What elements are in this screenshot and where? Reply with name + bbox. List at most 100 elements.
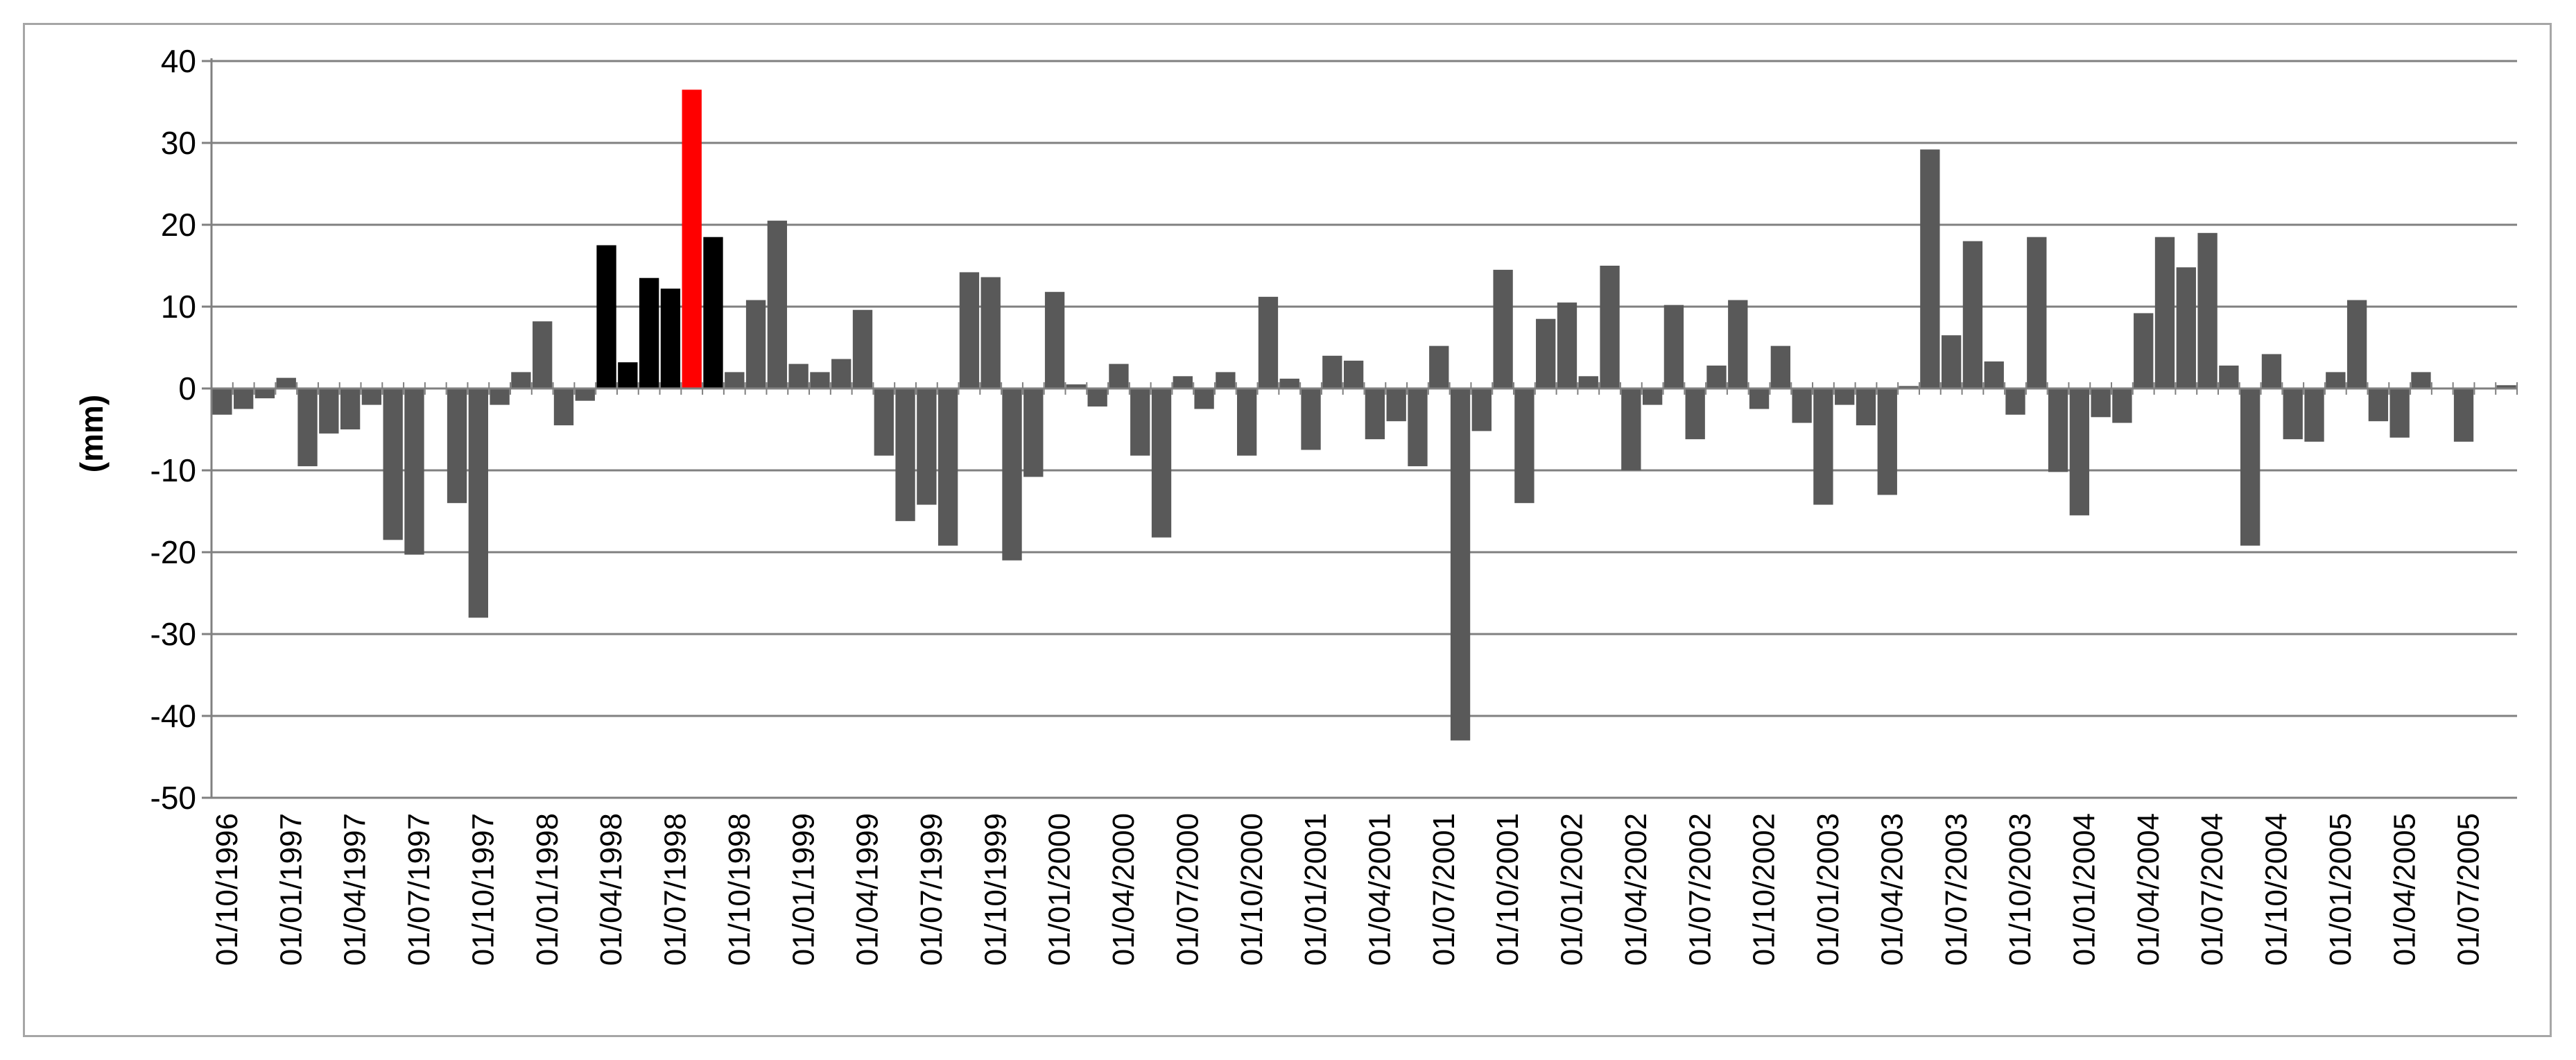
bar (361, 388, 382, 405)
bar (2453, 388, 2474, 442)
bar (1920, 149, 1940, 388)
bar (1728, 300, 1748, 388)
x-tick-label: 01/01/2002 (1555, 813, 1589, 966)
x-tick-label: 01/04/1997 (338, 813, 372, 966)
x-tick-label: 01/04/2005 (2387, 813, 2421, 966)
bar (1877, 388, 1897, 495)
bar (788, 364, 809, 388)
bar (1429, 345, 1449, 388)
x-tick-label: 01/01/1997 (274, 813, 308, 966)
bar (1813, 388, 1833, 505)
bar (234, 388, 254, 409)
bar (1536, 318, 1556, 388)
bar (1002, 388, 1022, 561)
x-tick-label: 01/10/2002 (1747, 813, 1781, 966)
bar (2389, 388, 2410, 438)
bar (1279, 378, 1299, 388)
bar (1600, 266, 1620, 388)
x-tick-label: 01/04/1999 (851, 813, 885, 966)
bar (1023, 388, 1044, 477)
bar (1237, 388, 1257, 456)
bar (575, 388, 595, 401)
bar (1984, 361, 2004, 388)
bar (810, 372, 830, 388)
bar (2197, 232, 2218, 388)
bar (319, 388, 339, 434)
bar (2069, 388, 2090, 515)
bar (1450, 388, 1471, 741)
bar (596, 245, 616, 388)
bar (1194, 388, 1214, 409)
bar (852, 309, 873, 388)
bar (2496, 385, 2516, 388)
axes (202, 58, 2518, 799)
bar (2112, 388, 2132, 423)
bar (767, 221, 788, 388)
bar (1770, 345, 1791, 388)
bar (639, 277, 659, 388)
bar (745, 300, 766, 388)
x-tick-label: 01/07/2000 (1170, 813, 1204, 966)
x-tick-label: 01/07/2004 (2195, 813, 2229, 966)
x-tick-label: 01/04/1998 (594, 813, 628, 966)
bar (1941, 335, 1962, 388)
bar (297, 388, 318, 467)
x-tick-label: 01/01/1998 (530, 813, 564, 966)
bar (618, 362, 638, 388)
bar (340, 388, 361, 429)
bar (1151, 388, 1172, 538)
gridlines (211, 60, 2517, 799)
x-tick-label: 01/07/1998 (659, 813, 693, 966)
bar (1044, 291, 1065, 388)
bar (254, 388, 275, 399)
x-tick-label: 01/10/1996 (210, 813, 244, 966)
bar (447, 388, 467, 504)
y-tick-label: 0 (178, 370, 196, 407)
bar (1322, 355, 1342, 388)
bar (553, 388, 574, 426)
bar (937, 388, 958, 546)
bar (276, 377, 296, 388)
bar (2219, 365, 2239, 388)
x-axis-tick-labels: 01/10/1996 01/01/1997 01/04/1997 01/07/1997… (210, 813, 2486, 966)
x-tick-label: 01/07/2003 (1939, 813, 1973, 966)
bar (2326, 372, 2346, 388)
bar (682, 89, 702, 389)
bar (2134, 313, 2154, 388)
x-tick-label: 01/10/1999 (978, 813, 1012, 966)
bar (1749, 388, 1770, 409)
bar (2411, 372, 2431, 388)
bar (1130, 388, 1150, 456)
bar (2091, 388, 2111, 418)
y-tick-label: 30 (161, 125, 196, 161)
bar (2346, 300, 2367, 388)
bar (1621, 388, 1641, 470)
bar (1258, 296, 1279, 388)
bar (1663, 305, 1684, 388)
bar (2283, 388, 2303, 440)
bar (1365, 388, 1385, 440)
x-tick-label: 01/10/2004 (2260, 813, 2294, 966)
bar (1087, 388, 1107, 407)
bar (2240, 388, 2261, 546)
bar (1493, 269, 1513, 388)
x-tick-label: 01/07/2001 (1427, 813, 1461, 966)
x-tick-label: 01/04/2004 (2132, 813, 2166, 966)
x-tick-label: 01/01/1999 (786, 813, 820, 966)
bar (1792, 388, 1812, 423)
bar (1706, 365, 1727, 388)
bar (1835, 388, 1855, 405)
x-tick-label: 01/10/2001 (1491, 813, 1525, 966)
bar (2027, 237, 2047, 388)
y-tick-label: -50 (150, 780, 196, 816)
y-tick-label: -20 (150, 534, 196, 570)
x-tick-label: 01/01/2005 (2324, 813, 2358, 966)
bar (725, 372, 745, 388)
bar (874, 388, 894, 456)
bar (1856, 388, 1876, 426)
bar (383, 388, 403, 540)
x-tick-label: 01/10/1997 (466, 813, 500, 966)
x-tick-label: 01/04/2002 (1619, 813, 1653, 966)
bar (980, 277, 1001, 388)
